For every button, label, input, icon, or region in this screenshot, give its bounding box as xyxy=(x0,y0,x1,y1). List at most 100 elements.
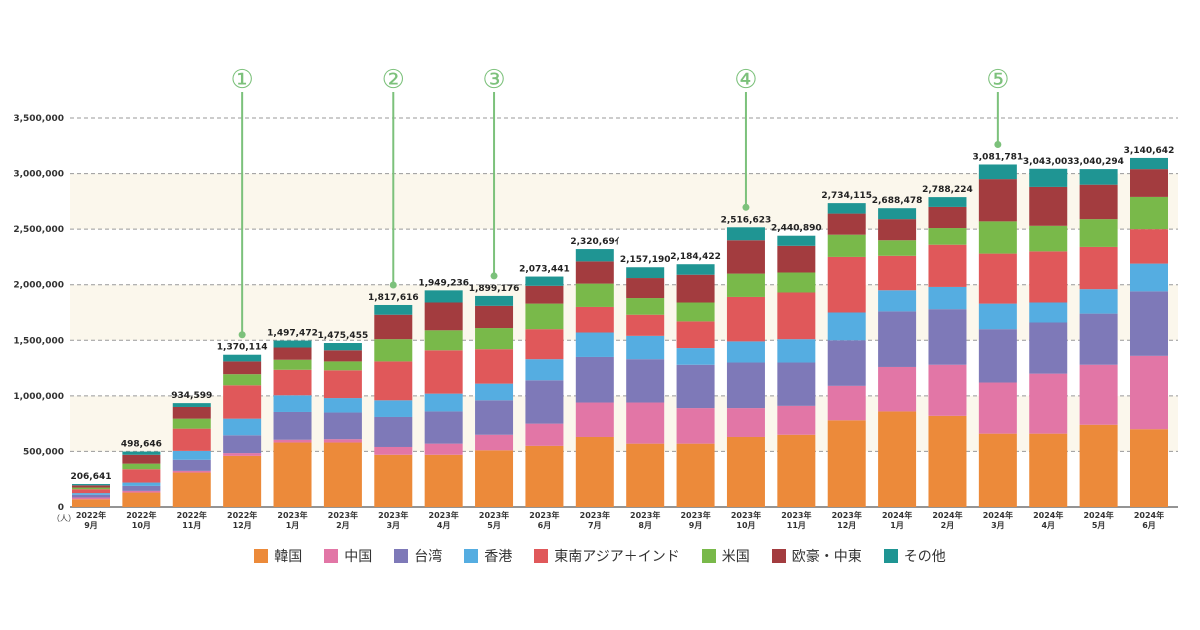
annotation-dot xyxy=(742,203,750,211)
bar-segment xyxy=(777,272,816,293)
bar-segment xyxy=(475,450,514,507)
x-tick-year: 2023年 xyxy=(378,510,408,520)
bar-segment xyxy=(626,298,665,315)
bar-segment xyxy=(726,436,765,507)
bar-segment xyxy=(72,485,110,488)
bar-segment xyxy=(1079,219,1118,247)
legend-item: 中国 xyxy=(324,546,372,566)
y-tick-label: 3,500,000 xyxy=(13,114,64,124)
bar-segment xyxy=(575,306,614,333)
bar-segment xyxy=(676,274,715,303)
bar-segment xyxy=(575,249,614,262)
legend-label: 欧豪・中東 xyxy=(791,549,862,565)
bar-segment xyxy=(424,302,463,331)
bar-segment xyxy=(626,402,665,444)
legend-label: その他 xyxy=(903,549,946,565)
bar-segment xyxy=(323,412,362,440)
x-tick-month: 3月 xyxy=(991,521,1005,530)
bar-segment xyxy=(827,385,866,421)
bar-segment xyxy=(676,264,715,275)
x-tick-year: 2023年 xyxy=(680,510,710,520)
bar-segment xyxy=(374,416,413,447)
legend-item: その他 xyxy=(883,546,946,566)
bar-segment xyxy=(172,406,211,419)
bar-segment xyxy=(122,485,161,491)
bar-segment xyxy=(726,408,765,437)
bar-segment xyxy=(72,497,110,500)
x-tick-month: 12月 xyxy=(233,521,252,530)
annotation-dot xyxy=(389,281,397,289)
x-tick-year: 2023年 xyxy=(529,510,559,520)
bar-segment xyxy=(1079,246,1118,290)
bar-segment xyxy=(928,197,967,207)
x-tick-month: 10月 xyxy=(132,521,151,530)
bar-segment xyxy=(676,443,715,507)
bar-segment xyxy=(172,472,211,507)
total-label: 1,475,455 xyxy=(318,331,369,341)
legend-item: 米国 xyxy=(701,546,750,566)
total-label: 1,949,236 xyxy=(418,278,469,288)
bar-segment xyxy=(626,443,665,507)
bar-segment xyxy=(878,255,917,291)
bar-segment xyxy=(475,295,514,306)
x-tick-month: 2月 xyxy=(941,521,955,530)
bar-segment xyxy=(1029,251,1068,303)
y-axis: 0 500,000 1,000,000 1,500,000 2,000,000 2,500… xyxy=(13,114,76,523)
bar-segment xyxy=(273,411,312,440)
bar-segment xyxy=(827,203,866,214)
total-label: 3,043,003 xyxy=(1023,157,1074,167)
bar-segment xyxy=(273,395,312,412)
bar-segment xyxy=(1130,229,1168,264)
annotation-label: ③ xyxy=(482,65,505,95)
bar-segment xyxy=(72,494,110,498)
bar-segment xyxy=(878,208,917,220)
bar-segment xyxy=(726,341,765,363)
bar-segment xyxy=(223,361,262,375)
bar-segment xyxy=(525,329,564,360)
y-tick-label: 2,500,000 xyxy=(13,225,64,235)
bar-segment xyxy=(978,253,1017,304)
bar-segment xyxy=(122,463,161,470)
bar-segment xyxy=(676,302,715,322)
bar-segment xyxy=(777,292,816,340)
total-label: 2,157,190 xyxy=(620,255,671,265)
bar-segment xyxy=(978,303,1017,330)
bar-segment xyxy=(172,428,211,451)
bar-segment xyxy=(827,312,866,341)
bar-segment xyxy=(374,314,413,340)
bar-segment xyxy=(1029,433,1068,507)
bar-segment xyxy=(223,435,262,454)
x-tick-year: 2022年 xyxy=(76,510,106,520)
total-label: 2,734,115 xyxy=(821,191,872,201)
x-tick-month: 10月 xyxy=(736,521,755,530)
x-tick-year: 2024年 xyxy=(1033,510,1063,520)
x-tick-month: 12月 xyxy=(837,521,856,530)
bar-segment xyxy=(626,335,665,360)
bar-segment xyxy=(626,278,665,299)
total-label: 2,516,623 xyxy=(721,215,772,225)
total-label: 206,641 xyxy=(71,472,112,482)
legend-item: 欧豪・中東 xyxy=(771,546,862,566)
x-tick-month: 5月 xyxy=(487,521,501,530)
x-tick-year: 2022年 xyxy=(227,510,257,520)
x-tick-year: 2022年 xyxy=(177,510,207,520)
bar-segment xyxy=(777,245,816,273)
bar-segment xyxy=(726,240,765,274)
bar-segment xyxy=(777,362,816,406)
legend-label: 台湾 xyxy=(414,549,443,565)
bar-segment xyxy=(978,221,1017,254)
legend-swatch xyxy=(534,549,549,563)
annotation-label: ⑤ xyxy=(986,65,1009,95)
legend-item: 台湾 xyxy=(394,546,442,566)
x-tick-month: 1月 xyxy=(286,521,300,530)
total-label: 2,788,224 xyxy=(922,185,973,195)
legend-swatch xyxy=(254,549,269,563)
x-tick-month: 9月 xyxy=(84,521,98,530)
bar-segment xyxy=(122,482,161,486)
bar-segment xyxy=(1029,302,1068,323)
bar-segment xyxy=(525,445,564,507)
bar-segment xyxy=(475,383,514,401)
total-label: 3,040,294 xyxy=(1073,157,1124,167)
bar-segment xyxy=(978,382,1017,434)
